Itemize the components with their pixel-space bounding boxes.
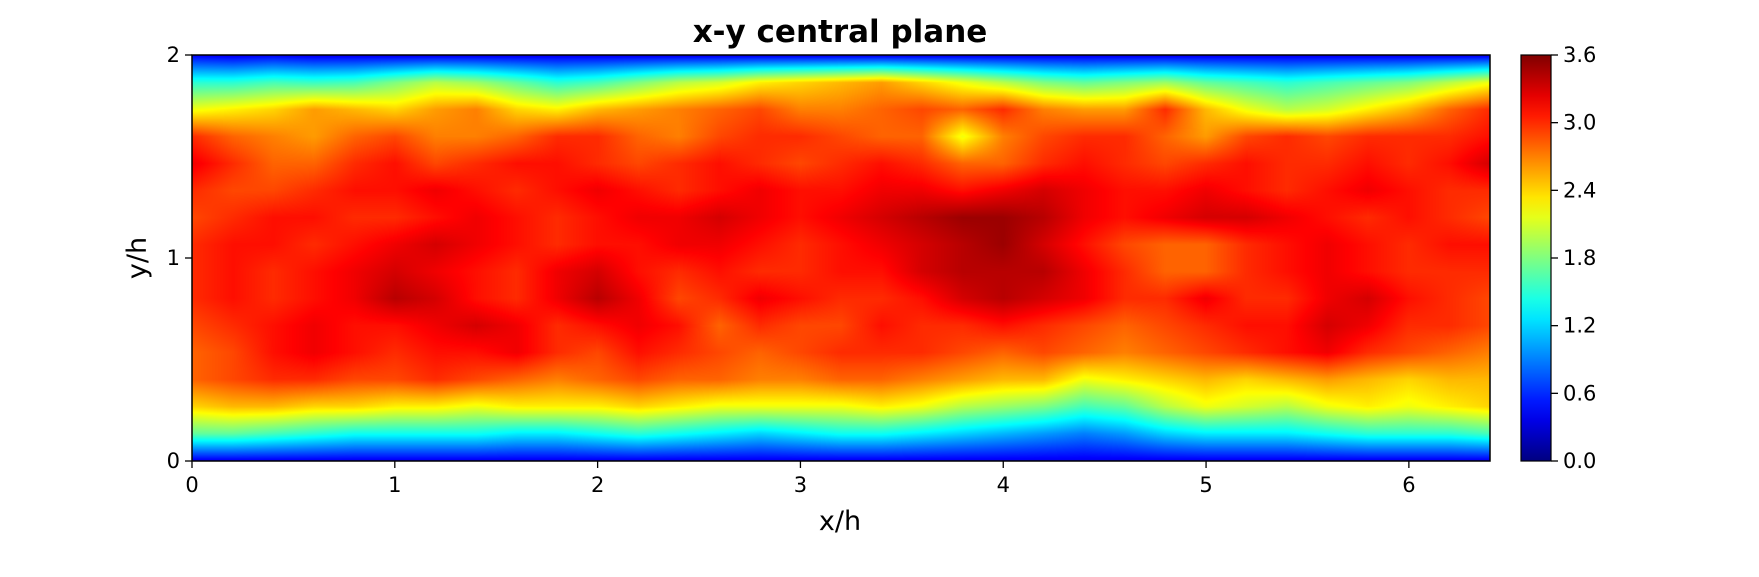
- colorbar-gradient: [1520, 54, 1552, 462]
- x-tick-label: 2: [591, 473, 604, 497]
- heatmap-field: [192, 55, 1490, 461]
- y-axis-ticks: 0 1 2: [167, 43, 192, 473]
- colorbar-tick-label: 3.6: [1563, 43, 1596, 67]
- x-tick-label: 3: [794, 473, 807, 497]
- colorbar-tick-label: 1.2: [1563, 314, 1596, 338]
- x-axis-label: x/h: [819, 506, 861, 537]
- colorbar-ticks: 0.0 0.6 1.2 1.8 2.4 3.0 3.6: [1551, 43, 1596, 473]
- plot-area: [191, 54, 1491, 462]
- y-axis-label: y/h: [122, 237, 153, 279]
- colorbar-tick-label: 1.8: [1563, 246, 1596, 270]
- chart-title: x-y central plane: [693, 14, 988, 50]
- y-tick-label: 0: [167, 449, 180, 473]
- x-tick-label: 4: [997, 473, 1010, 497]
- x-tick-label: 1: [388, 473, 401, 497]
- y-tick-label: 2: [167, 43, 180, 67]
- colorbar-tick-label: 0.0: [1563, 449, 1596, 473]
- x-axis-ticks: 0 1 2 3 4 5 6: [185, 461, 1416, 497]
- colorbar-tick-label: 2.4: [1563, 178, 1596, 202]
- x-tick-label: 5: [1199, 473, 1212, 497]
- x-tick-label: 0: [185, 473, 198, 497]
- colorbar-tick-label: 3.0: [1563, 111, 1596, 135]
- y-tick-label: 1: [167, 246, 180, 270]
- colorbar-tick-label: 0.6: [1563, 381, 1596, 405]
- x-tick-label: 6: [1402, 473, 1415, 497]
- colorbar: 0.0 0.6 1.2 1.8 2.4 3.0 3.6: [1520, 43, 1596, 473]
